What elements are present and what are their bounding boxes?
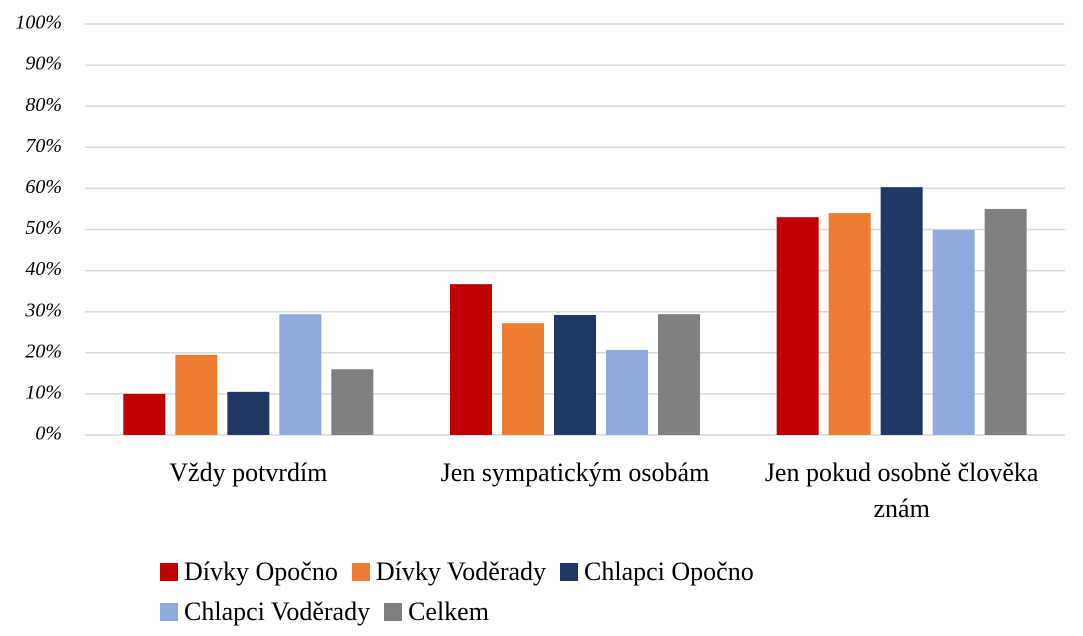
bar [658, 314, 700, 435]
legend: Dívky Opočno Dívky Voděrady Chlapci Opočno… [160, 552, 960, 632]
legend-label: Celkem [408, 597, 489, 626]
legend-label: Chlapci Voděrady [184, 597, 371, 626]
legend-item: Chlapci Voděrady [160, 592, 370, 632]
y-tick-label: 20% [25, 340, 62, 362]
legend-swatch [160, 563, 178, 581]
bar [880, 187, 923, 435]
y-tick-label: 90% [25, 53, 62, 75]
bar [227, 391, 270, 435]
x-tick-label: Jen sympatickým osobám [440, 458, 710, 487]
legend-swatch [351, 563, 370, 581]
bar [828, 213, 871, 435]
bar [606, 349, 648, 435]
bar [123, 393, 166, 435]
y-tick-label: 50% [25, 217, 62, 239]
y-tick-label: 0% [35, 423, 62, 445]
x-tick-label: Jen pokud osobně člověka znám [764, 458, 1039, 523]
legend-item: Celkem [384, 592, 489, 632]
bar [776, 217, 819, 435]
y-tick-label: 60% [25, 176, 62, 198]
legend-item: Dívky Opočno [160, 552, 338, 592]
bar [502, 323, 544, 435]
x-tick-label: Vždy potvrdím [169, 458, 328, 487]
y-tick-label: 40% [25, 258, 62, 280]
bar [554, 314, 596, 435]
bar [175, 354, 218, 435]
bar [984, 208, 1027, 435]
legend-label: Dívky Opočno [184, 557, 338, 586]
y-tick-label: 10% [25, 381, 62, 403]
bar [331, 369, 374, 435]
legend-label: Dívky Voděrady [375, 557, 547, 586]
y-tick-label: 80% [25, 94, 62, 116]
legend-item: Dívky Voděrady [351, 552, 547, 592]
y-tick-label: 100% [15, 12, 62, 34]
legend-swatch [384, 603, 403, 621]
legend-label: Chlapci Opočno [584, 557, 754, 586]
bar [932, 229, 975, 435]
bar [279, 314, 322, 435]
legend-swatch [160, 603, 178, 621]
legend-item: Chlapci Opočno [560, 552, 754, 592]
y-tick-label: 70% [25, 135, 62, 157]
legend-swatch [560, 563, 579, 581]
bar [450, 284, 492, 435]
y-tick-label: 30% [24, 299, 62, 321]
